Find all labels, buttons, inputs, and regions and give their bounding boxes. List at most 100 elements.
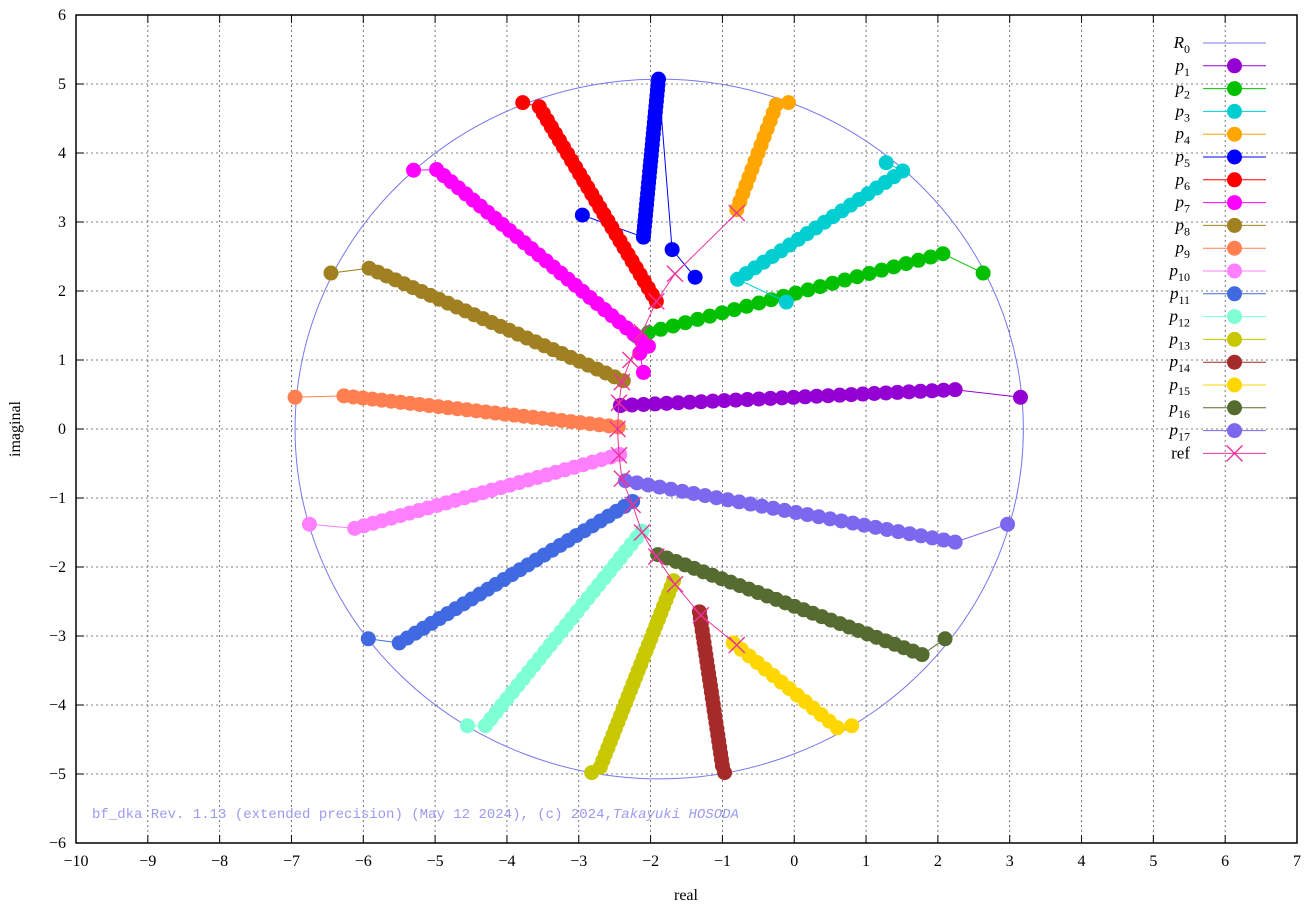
- legend: R0p1p2p3p4p5p6p7p8p9p10p11p12p13p14p15p1…: [1169, 33, 1267, 462]
- legend-entry-p2: p2: [1175, 79, 1267, 102]
- x-tick-label: 7: [1293, 853, 1301, 870]
- series-p4: [729, 95, 796, 217]
- point-p3: [895, 163, 910, 178]
- legend-label: p17: [1169, 421, 1191, 444]
- legend-label: p10: [1169, 261, 1191, 284]
- x-tick-label: 0: [790, 853, 798, 870]
- legend-entry-p3: p3: [1175, 101, 1267, 124]
- point-p2: [976, 266, 991, 281]
- legend-marker: [1227, 378, 1242, 393]
- point-p5: [651, 72, 666, 87]
- series-p9: [288, 388, 626, 434]
- legend-marker: [1227, 127, 1242, 142]
- x-tick-label: −10: [63, 853, 88, 870]
- x-tick-label: 3: [1006, 853, 1014, 870]
- y-tick-label: −4: [49, 697, 66, 714]
- legend-entry-p1: p1: [1175, 56, 1267, 79]
- y-axis-label: imaginal: [7, 400, 24, 457]
- y-tick-label: −6: [49, 835, 66, 852]
- legend-marker: [1227, 400, 1242, 415]
- series-p2: [629, 246, 991, 343]
- legend-label: p2: [1175, 79, 1191, 102]
- legend-label: p4: [1175, 124, 1191, 147]
- legend-marker: [1227, 309, 1242, 324]
- y-tick-label: 1: [58, 352, 66, 369]
- y-tick-label: 3: [58, 214, 66, 231]
- legend-entry-p10: p10: [1169, 261, 1267, 284]
- series-p13: [584, 573, 681, 780]
- legend-marker: [1227, 195, 1242, 210]
- y-tick-label: 6: [58, 7, 66, 24]
- legend-entry-p9: p9: [1175, 238, 1267, 261]
- legend-label: p5: [1175, 147, 1191, 170]
- x-tick-label: 6: [1221, 853, 1229, 870]
- x-tick-label: 2: [934, 853, 942, 870]
- x-tick-label: −2: [642, 853, 659, 870]
- y-tick-label: −2: [49, 559, 66, 576]
- legend-marker: [1227, 355, 1242, 370]
- legend-marker: [1227, 81, 1242, 96]
- legend-marker: [1227, 172, 1242, 187]
- point-p11: [361, 631, 376, 646]
- series-p17: [618, 473, 1015, 549]
- legend-label: ref: [1171, 443, 1190, 462]
- legend-marker: [1227, 241, 1242, 256]
- footer-author: Takayuki HOSODA: [613, 807, 739, 823]
- series-p1: [613, 382, 1028, 413]
- legend-marker: [1227, 58, 1242, 73]
- legend-label: p7: [1175, 193, 1191, 216]
- x-tick-label: −8: [211, 853, 228, 870]
- point-p7: [406, 163, 421, 178]
- point-p1: [1013, 390, 1028, 405]
- series-p5: [575, 72, 703, 285]
- legend-label: p3: [1175, 101, 1191, 124]
- legend-label: p14: [1169, 352, 1191, 375]
- x-tick-label: 5: [1149, 853, 1157, 870]
- legend-entry-R0: R0: [1173, 33, 1266, 56]
- point-p15: [844, 718, 859, 733]
- legend-label: p8: [1175, 215, 1191, 238]
- x-tick-label: −3: [570, 853, 587, 870]
- legend-entry-p5: p5: [1175, 147, 1267, 170]
- circle-R0: [295, 79, 1023, 779]
- point-p3: [779, 295, 794, 310]
- legend-label: R0: [1173, 33, 1190, 56]
- y-tick-label: −1: [49, 490, 66, 507]
- point-p3: [879, 155, 894, 170]
- x-tick-label: 1: [862, 853, 870, 870]
- x-tick-labels: −10 −9 −8 −7 −6 −5 −4 −3 −2 −1 0 1 2 3 4 5 6 7: [63, 853, 1301, 870]
- series-p8: [323, 261, 630, 388]
- legend-entry-p16: p16: [1169, 398, 1267, 421]
- x-tick-label: 4: [1078, 853, 1086, 870]
- y-tick-label: 4: [58, 145, 66, 162]
- legend-entry-p11: p11: [1169, 284, 1266, 307]
- legend-entry-p14: p14: [1169, 352, 1267, 375]
- legend-label: p13: [1169, 329, 1191, 352]
- series-p15: [726, 635, 860, 735]
- point-p5: [575, 208, 590, 223]
- y-tick-label: 5: [58, 76, 66, 93]
- point-p7: [632, 346, 647, 361]
- legend-marker: [1227, 332, 1242, 347]
- legend-marker: [1227, 423, 1242, 438]
- x-axis-label: real: [674, 887, 699, 904]
- legend-label: p9: [1175, 238, 1191, 261]
- series-p16: [650, 547, 952, 662]
- point-p8: [323, 266, 338, 281]
- point-p10: [302, 517, 317, 532]
- legend-entry-p7: p7: [1175, 193, 1267, 216]
- legend-entry-ref: ref: [1171, 443, 1266, 462]
- point-p5: [688, 270, 703, 285]
- footer-credit: bf_dka Rev. 1.13 (extended precision) (M…: [92, 807, 739, 823]
- x-tick-label: −4: [498, 853, 515, 870]
- legend-entry-p4: p4: [1175, 124, 1267, 147]
- legend-entry-p12: p12: [1169, 307, 1267, 330]
- x-tick-label: −5: [427, 853, 444, 870]
- series-p14: [692, 604, 732, 780]
- y-tick-labels: −6 −5 −4 −3 −2 −1 0 1 2 3 4 5 6: [49, 7, 66, 852]
- point-p4: [729, 202, 744, 217]
- point-p9: [288, 390, 303, 405]
- legend-marker: [1227, 150, 1242, 165]
- x-tick-label: −9: [139, 853, 156, 870]
